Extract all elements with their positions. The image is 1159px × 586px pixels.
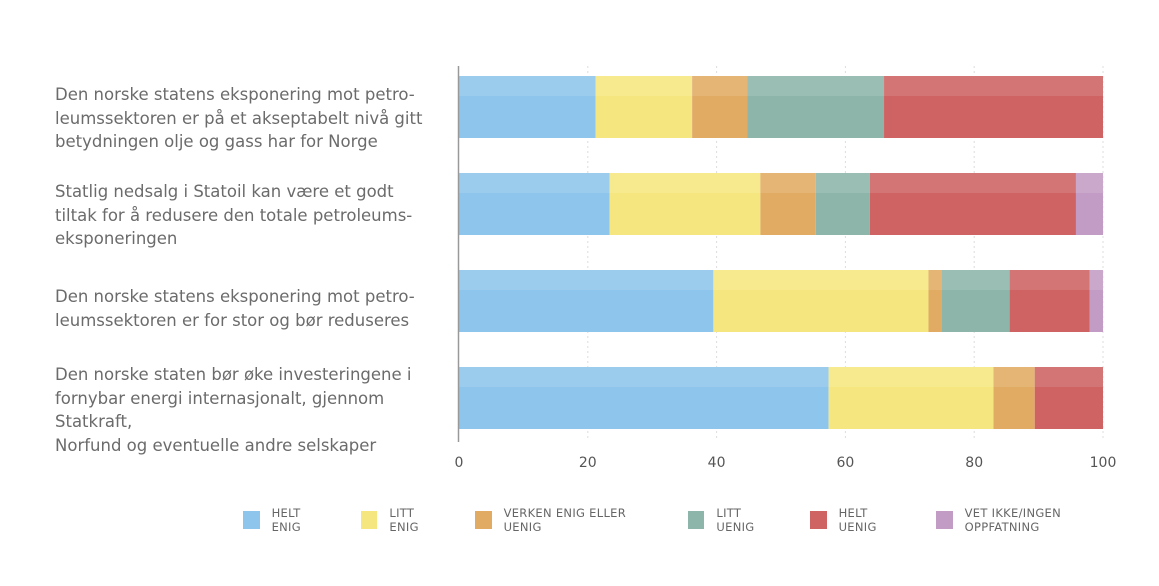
- bar-segment: [459, 173, 610, 235]
- bar-highlight: [459, 76, 596, 96]
- legend-item: HELT ENIG: [243, 506, 329, 534]
- legend-swatch: [935, 511, 953, 529]
- legend-label: LITT UENIG: [716, 506, 755, 534]
- bar-segment: [459, 270, 714, 332]
- bar-highlight: [459, 270, 714, 290]
- x-tick-label: 80: [965, 455, 983, 471]
- category-label: Den norske statens eksponering mot petro…: [55, 287, 415, 330]
- bar-segment: [993, 367, 1035, 429]
- bar-segment: [1089, 270, 1103, 332]
- bar-segment: [713, 270, 929, 332]
- bar-segment: [884, 76, 1103, 138]
- bar-highlight: [459, 173, 610, 193]
- bar-highlight: [1075, 173, 1103, 193]
- legend-item: LITT ENIG: [360, 506, 443, 534]
- bar-highlight: [747, 76, 885, 96]
- bar-highlight: [928, 270, 942, 290]
- bar-highlight: [692, 76, 748, 96]
- bar-highlight: [459, 367, 829, 387]
- x-tick-label: 100: [1090, 455, 1117, 471]
- legend-swatch: [687, 511, 705, 529]
- bar-highlight: [869, 173, 1076, 193]
- legend-item: VET IKKE/INGEN OPPFATNING: [935, 506, 1127, 534]
- legend-item: HELT UENIG: [809, 506, 904, 534]
- bar-highlight: [760, 173, 816, 193]
- bar-segment: [609, 173, 761, 235]
- bar-segment: [1009, 270, 1090, 332]
- category-label: Statlig nedsalg i Statoil kan være et go…: [55, 182, 413, 248]
- bar-segment: [459, 367, 829, 429]
- bar-highlight: [1034, 367, 1103, 387]
- legend-item: VERKEN ENIG ELLER UENIG: [474, 506, 656, 534]
- category-label: Den norske staten bør øke investeringene…: [55, 365, 412, 455]
- legend-label: VERKEN ENIG ELLER UENIG: [503, 506, 627, 534]
- bar-highlight: [713, 270, 929, 290]
- category-label: Den norske statens eksponering mot petro…: [55, 85, 423, 151]
- legend-label: HELT ENIG: [271, 506, 301, 534]
- bar-highlight: [1089, 270, 1103, 290]
- legend-label: HELT UENIG: [838, 506, 877, 534]
- bar-highlight: [1009, 270, 1090, 290]
- bar-highlight: [595, 76, 693, 96]
- legend: HELT ENIG LITT ENIG VERKEN ENIG ELLER UE…: [243, 506, 1159, 534]
- bar-segment: [1034, 367, 1103, 429]
- bar-highlight: [828, 367, 994, 387]
- legend-swatch: [243, 511, 260, 529]
- legend-swatch: [360, 511, 378, 529]
- x-tick-label: 60: [836, 455, 854, 471]
- x-tick-label: 40: [708, 455, 726, 471]
- bar-segment: [815, 173, 870, 235]
- x-tick-label: 0: [455, 455, 464, 471]
- legend-item: LITT UENIG: [687, 506, 778, 534]
- bar-highlight: [815, 173, 870, 193]
- bar-segment: [1075, 173, 1103, 235]
- bar-segment: [828, 367, 994, 429]
- x-tick-label: 20: [579, 455, 597, 471]
- bar-highlight: [941, 270, 1010, 290]
- bar-segment: [595, 76, 693, 138]
- bar-highlight: [993, 367, 1035, 387]
- legend-swatch: [809, 511, 827, 529]
- legend-label: VET IKKE/INGEN OPPFATNING: [964, 506, 1062, 534]
- bar-highlight: [884, 76, 1103, 96]
- legend-swatch: [474, 511, 492, 529]
- bar-segment: [869, 173, 1076, 235]
- bar-highlight: [609, 173, 761, 193]
- bar-segment: [692, 76, 748, 138]
- bar-segment: [747, 76, 885, 138]
- bar-segment: [928, 270, 942, 332]
- bar-segment: [941, 270, 1010, 332]
- legend-label: LITT ENIG: [389, 506, 419, 534]
- bar-segment: [760, 173, 816, 235]
- bar-segment: [459, 76, 596, 138]
